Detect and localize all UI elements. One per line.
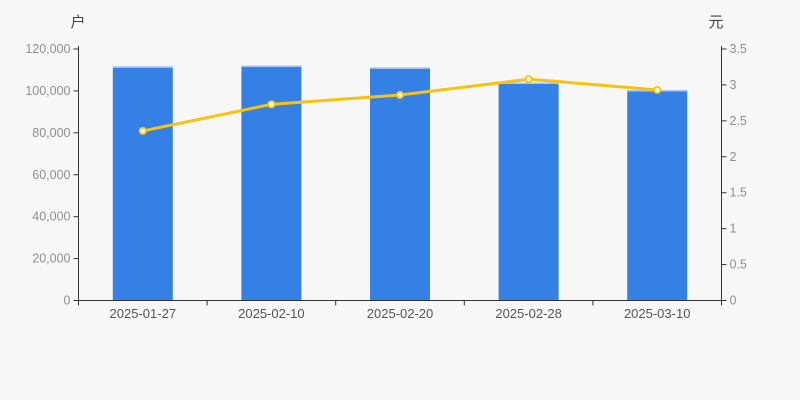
bar[interactable] (112, 66, 173, 301)
right-axis-tick-label: 0 (730, 294, 737, 308)
line-marker[interactable] (138, 126, 147, 136)
bar-top-edge (112, 66, 173, 68)
right-axis-unit-label: 元 (708, 14, 724, 31)
right-axis-tick-label: 3.5 (730, 42, 747, 56)
line-marker[interactable] (653, 85, 662, 95)
right-axis-tick-label: 1 (730, 222, 737, 236)
bar-top-edge (241, 65, 302, 68)
line-marker[interactable] (524, 75, 533, 84)
x-axis-tick-label: 2025-02-20 (367, 306, 434, 321)
x-axis-tick-label: 2025-02-28 (495, 306, 562, 321)
left-axis-unit-label: 户 (70, 14, 86, 31)
left-axis-tick-label: 60,000 (32, 168, 70, 182)
x-axis-tick-label: 2025-03-10 (624, 306, 691, 321)
right-axis-tick-label: 1.5 (730, 186, 747, 200)
bar[interactable] (370, 67, 430, 301)
line-marker[interactable] (395, 90, 405, 100)
left-axis-tick-label: 40,000 (32, 210, 70, 224)
right-axis-tick-label: 2 (730, 150, 737, 164)
left-axis-tick-label: 100,000 (25, 84, 70, 98)
line-marker[interactable] (267, 100, 276, 109)
bar-top-edge (498, 82, 559, 85)
x-axis-tick-label: 2025-01-27 (110, 306, 177, 321)
right-axis-tick-label: 3 (730, 78, 737, 92)
bar-top-edge (370, 67, 430, 69)
bar[interactable] (498, 82, 559, 301)
left-axis-tick-label: 120,000 (25, 42, 70, 56)
x-axis-tick-label: 2025-02-10 (238, 306, 305, 321)
right-axis-tick-label: 0.5 (730, 258, 747, 272)
left-axis-tick-label: 0 (64, 294, 71, 308)
bar[interactable] (627, 90, 688, 301)
right-axis-tick-label: 2.5 (730, 114, 747, 128)
left-axis-tick-label: 80,000 (32, 126, 70, 140)
left-axis-tick-label: 20,000 (32, 252, 70, 266)
